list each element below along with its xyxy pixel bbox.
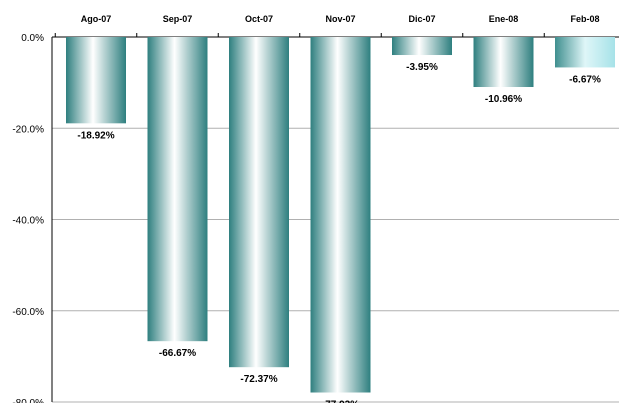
y-tick-label: -20.0% [12, 124, 44, 135]
data-label: -66.67% [159, 348, 196, 359]
y-tick-label: 0.0% [21, 33, 44, 44]
bar [229, 37, 289, 368]
category-label: Sep-07 [163, 14, 193, 24]
y-tick-label: -40.0% [12, 216, 44, 227]
category-label: Feb-08 [570, 14, 599, 24]
category-label: Ago-07 [81, 14, 112, 24]
y-tick-label: -60.0% [12, 307, 44, 318]
data-label: -77.92% [322, 400, 359, 403]
data-label: -6.67% [569, 74, 601, 85]
bar [310, 37, 371, 393]
category-label: Dic-07 [408, 14, 435, 24]
bars [66, 37, 615, 393]
data-label: -72.37% [240, 374, 277, 385]
data-label: -3.95% [406, 62, 438, 73]
bar [392, 37, 452, 56]
bar [147, 37, 208, 342]
category-label: Ene-08 [489, 14, 519, 24]
bar [473, 37, 534, 88]
category-label: Oct-07 [245, 14, 273, 24]
category-label: Nov-07 [325, 14, 355, 24]
bar [66, 37, 126, 124]
bar [555, 37, 615, 68]
value-labels: -18.92% -66.67% -72.37% -77.92% -3.95% -10.96… [77, 62, 601, 403]
category-labels: Ago-07 Sep-07 Oct-07 Nov-07 Dic-07 Ene-08 Feb-… [81, 14, 600, 24]
data-label: -18.92% [77, 130, 114, 141]
y-tick-labels: 0.0% -20.0% -40.0% -60.0% -80.0% [12, 33, 44, 403]
data-label: -10.96% [485, 94, 522, 105]
y-tick-label: -80.0% [12, 398, 44, 403]
